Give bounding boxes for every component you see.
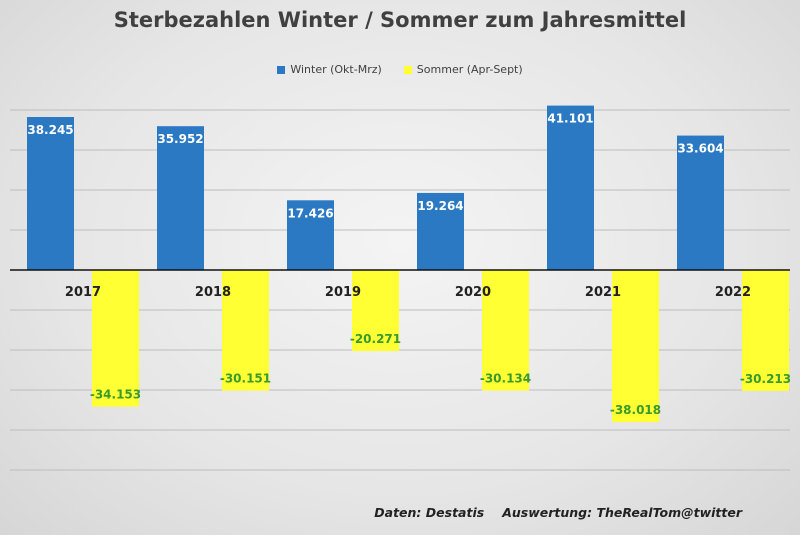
bar-winter: [417, 192, 464, 270]
legend-item-winter: Winter (Okt-Mrz): [277, 63, 382, 76]
legend-swatch-winter: [277, 65, 286, 74]
legend-label-sommer: Sommer (Apr-Sept): [416, 63, 523, 76]
legend-swatch-sommer: [403, 65, 412, 74]
data-label-sommer: -34.153: [90, 388, 141, 402]
bar-winter: [547, 105, 594, 270]
bar-sommer: [612, 270, 659, 423]
chart-title: Sterbezahlen Winter / Sommer zum Jahresm…: [113, 8, 687, 32]
bar-sommer: [742, 270, 789, 391]
legend-label-winter: Winter (Okt-Mrz): [290, 63, 382, 76]
bar-sommer: [352, 270, 399, 352]
category-label: 2019: [325, 285, 361, 300]
source-label: Daten: Destatis: [374, 505, 485, 520]
source-note: Daten: Destatis Auswertung: TheRealTom@t…: [374, 505, 742, 520]
bar-winter: [677, 135, 724, 270]
analysis-label: Auswertung: TheRealTom@twitter: [502, 505, 742, 520]
data-label-winter: 41.101: [547, 112, 593, 126]
bar-sommer: [92, 270, 139, 407]
data-label-sommer: -20.271: [350, 332, 401, 346]
bar-sommer: [482, 270, 529, 391]
bar-sommer: [222, 270, 269, 391]
legend: Winter (Okt-Mrz) Sommer (Apr-Sept): [0, 63, 800, 76]
data-label-winter: 33.604: [677, 142, 723, 156]
category-label: 2017: [65, 285, 101, 300]
data-label-sommer: -38.018: [610, 403, 661, 417]
category-label: 2020: [455, 285, 491, 300]
legend-item-sommer: Sommer (Apr-Sept): [403, 63, 523, 76]
data-label-sommer: -30.134: [480, 372, 531, 386]
category-label: 2022: [715, 285, 751, 300]
bar-winter: [287, 200, 334, 270]
category-label: 2018: [195, 285, 231, 300]
category-label: 2021: [585, 285, 621, 300]
data-label-winter: 19.264: [417, 199, 463, 213]
bar-winter: [157, 126, 204, 270]
data-label-winter: 35.952: [157, 132, 203, 146]
data-label-winter: 17.426: [287, 206, 333, 220]
data-label-sommer: -30.151: [220, 372, 271, 386]
data-label-winter: 38.245: [27, 123, 73, 137]
bar-winter: [27, 117, 74, 271]
data-label-sommer: -30.213: [740, 372, 791, 386]
